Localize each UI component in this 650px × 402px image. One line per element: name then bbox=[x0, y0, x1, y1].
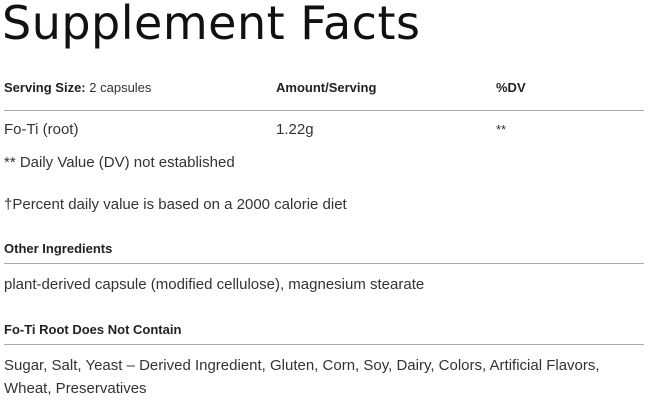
nutrient-dv: ** bbox=[496, 122, 507, 137]
serving-size: Serving Size: 2 capsules bbox=[4, 80, 151, 95]
serving-size-value: 2 capsules bbox=[89, 80, 152, 95]
nutrient-amount: 1.22g bbox=[276, 121, 314, 138]
footnote-dv: ** Daily Value (DV) not established bbox=[4, 154, 235, 171]
does-not-contain-line2: Wheat, Preservatives bbox=[4, 380, 147, 397]
other-ingredients-heading: Other Ingredients bbox=[4, 241, 113, 256]
footnote-calorie: †Percent daily value is based on a 2000 … bbox=[4, 196, 347, 213]
does-not-contain-line1: Sugar, Salt, Yeast – Derived Ingredient,… bbox=[4, 357, 600, 374]
divider bbox=[4, 344, 644, 345]
divider bbox=[4, 110, 644, 111]
divider bbox=[4, 263, 644, 264]
amount-header: Amount/Serving bbox=[276, 80, 377, 95]
page-title: Supplement Facts bbox=[2, 0, 421, 50]
nutrient-name: Fo-Ti (root) bbox=[4, 121, 79, 138]
does-not-contain-heading: Fo-Ti Root Does Not Contain bbox=[4, 322, 182, 337]
other-ingredients-text: plant-derived capsule (modified cellulos… bbox=[4, 276, 425, 293]
dv-header: %DV bbox=[496, 80, 526, 95]
serving-size-label: Serving Size: bbox=[4, 80, 86, 95]
